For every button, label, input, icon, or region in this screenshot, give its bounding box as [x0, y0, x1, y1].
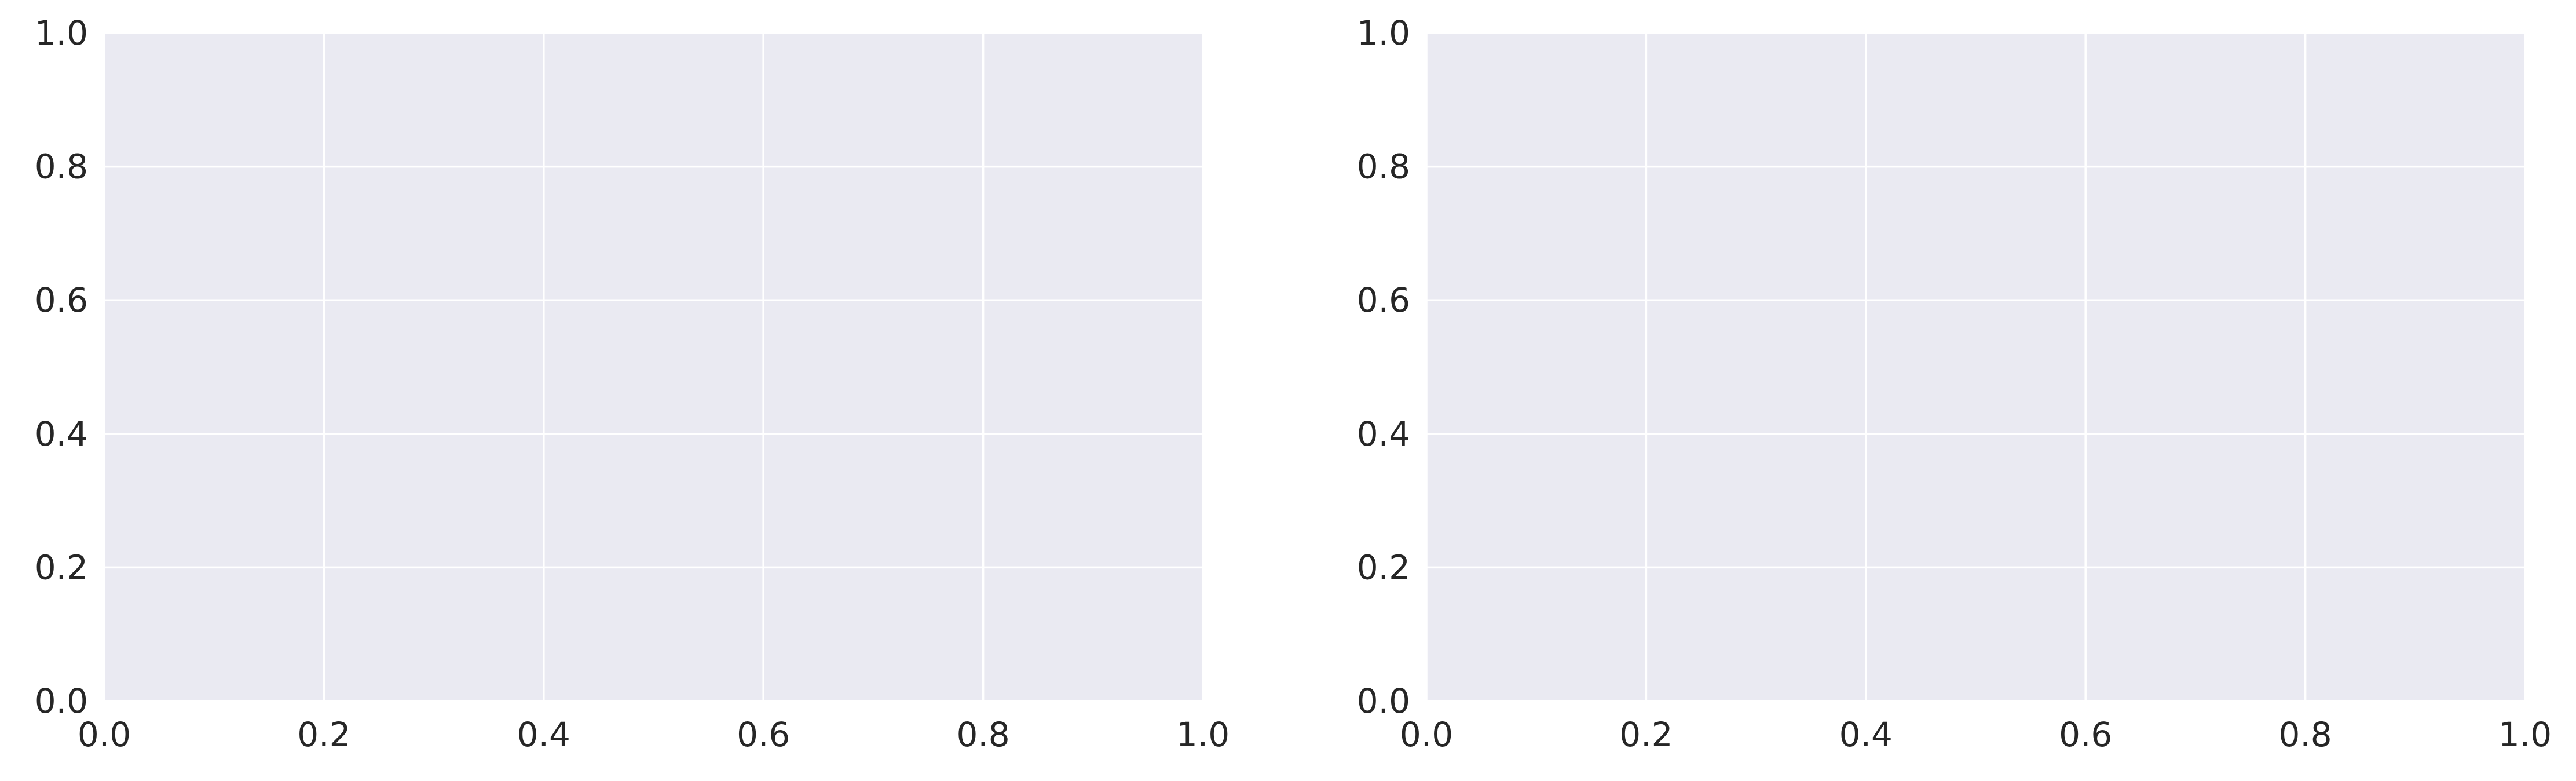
y-tick-label: 1.0: [35, 13, 88, 53]
axes-background: [104, 33, 1203, 701]
y-tick-label: 0.0: [35, 681, 88, 721]
y-tick-label: 0.6: [35, 280, 88, 320]
x-tick-label: 1.0: [2498, 715, 2552, 754]
y-tick-label: 0.0: [1357, 681, 1410, 721]
x-tick-label: 0.4: [1839, 715, 1893, 754]
x-tick-label: 0.6: [737, 715, 790, 754]
x-tick-label: 0.8: [2278, 715, 2332, 754]
y-tick-label: 0.8: [1357, 147, 1410, 187]
y-tick-label: 0.4: [1357, 414, 1410, 454]
x-tick-label: 0.8: [956, 715, 1009, 754]
x-tick-label: 0.0: [78, 715, 131, 754]
y-tick-label: 0.4: [35, 414, 88, 454]
subplot-right: 0.0 0.2 0.4 0.6 0.8 1.0 0.0 0.2 0.4 0.6 0.8 1.0: [1357, 13, 2552, 754]
subplot-left: 0.0 0.2 0.4 0.6 0.8 1.0 0.0 0.2 0.4 0.6 0.8 1.0: [35, 13, 1230, 754]
axes-background: [1426, 33, 2525, 701]
x-tick-label: 0.6: [2059, 715, 2112, 754]
x-tick-label: 0.2: [1619, 715, 1673, 754]
x-tick-label: 1.0: [1176, 715, 1230, 754]
x-tick-label: 0.0: [1400, 715, 1453, 754]
y-tick-label: 1.0: [1357, 13, 1410, 53]
y-tick-label: 0.2: [35, 548, 88, 587]
y-tick-label: 0.8: [35, 147, 88, 187]
x-tick-label: 0.2: [297, 715, 350, 754]
x-tick-label: 0.4: [517, 715, 570, 754]
y-tick-label: 0.2: [1357, 548, 1410, 587]
y-tick-label: 0.6: [1357, 280, 1410, 320]
